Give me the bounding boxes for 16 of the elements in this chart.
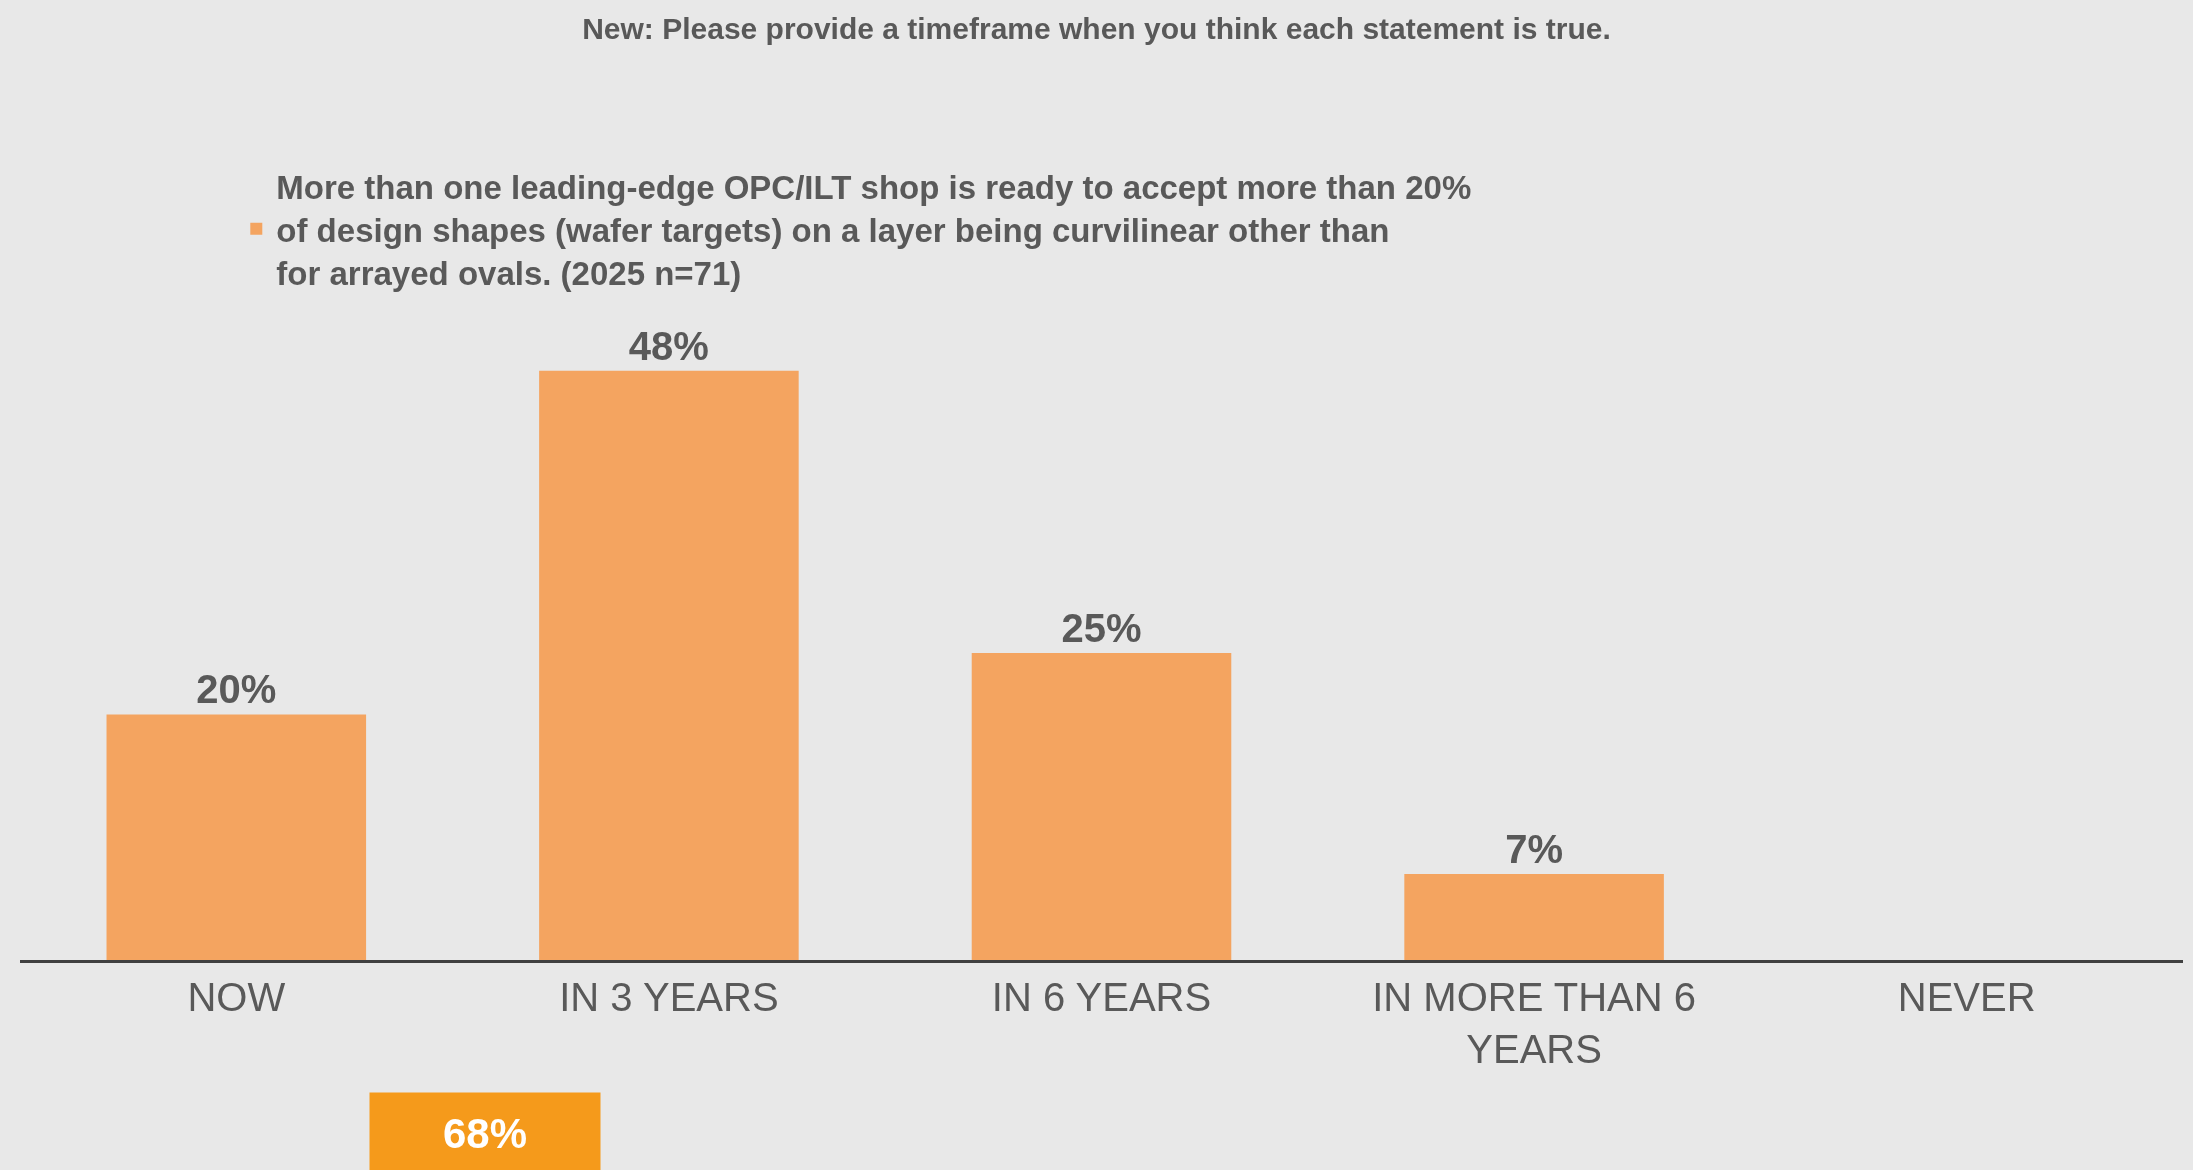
text: 68% [442,1109,528,1157]
data-label: 48% [628,323,709,368]
data-label: 7% [1505,827,1564,872]
data-label: 20% [196,667,277,712]
chart-title: New: Please provide a timeframe when you think each statement is true. [582,11,1611,45]
bar [1404,874,1664,960]
x-tick-label: NOW [187,975,286,1019]
x-tick-label: IN 6 YEARS [991,975,1212,1019]
bar [106,714,367,960]
x-tick-label: IN MORE THAN 6 YEARS [1372,975,1696,1071]
x-tick-label: IN 3 YEARS [559,975,779,1019]
bar [539,370,799,960]
legend-label: More than one leading-edge OPC/ILT shop is ready to accept more than 20% of design shapes (wafer targets) on a layer being curvilinear other than for arrayed ovals. (2025 n=71) [276,168,1472,292]
bar [971,653,1232,960]
x-tick-label: NEVER [1897,975,2036,1019]
data-label: 25% [1061,606,1142,651]
